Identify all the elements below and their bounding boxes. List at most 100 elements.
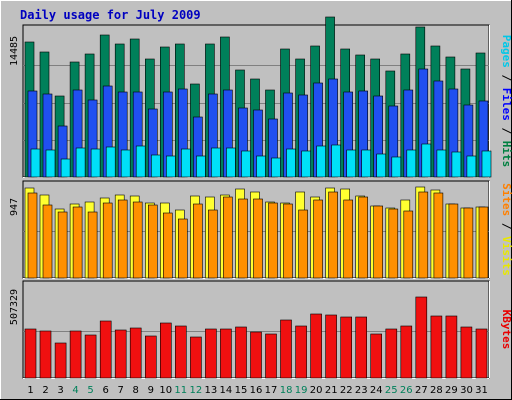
legend-part: Pages bbox=[500, 35, 512, 68]
bar-hits-pages-day-12 bbox=[196, 155, 206, 178]
bar-hits-pages-day-19 bbox=[301, 150, 311, 178]
bar-hits-pages-day-1 bbox=[30, 148, 41, 178]
bar-kbytes-kbytes-day-10 bbox=[160, 322, 172, 379]
bar-kbytes-kbytes-day-8 bbox=[129, 327, 142, 379]
bar-kbytes-kbytes-day-7 bbox=[114, 329, 127, 379]
bar-hits-pages-day-23 bbox=[361, 149, 372, 178]
x-tick-label-day-19: 19 bbox=[295, 385, 308, 396]
bar-visits-sites-day-23 bbox=[358, 196, 369, 279]
bar-kbytes-kbytes-day-31 bbox=[475, 328, 488, 379]
bar-visits-sites-day-4 bbox=[72, 206, 83, 279]
bar-visits-sites-day-7 bbox=[117, 199, 128, 279]
x-tick-label-day-9: 9 bbox=[148, 385, 154, 396]
bar-hits-pages-day-13 bbox=[211, 147, 221, 178]
legend-part: / bbox=[500, 68, 512, 88]
x-tick-label-day-3: 3 bbox=[57, 385, 63, 396]
bar-kbytes-kbytes-day-5 bbox=[84, 334, 97, 379]
bar-visits-sites-day-10 bbox=[163, 212, 173, 279]
panel-visits: 947 Sites / Visits bbox=[9, 180, 512, 279]
bar-visits-sites-day-31 bbox=[478, 206, 489, 279]
x-tick-label-day-6: 6 bbox=[103, 385, 109, 396]
bar-hits-pages-day-28 bbox=[436, 149, 447, 178]
bar-hits-pages-day-4 bbox=[75, 147, 86, 178]
bar-hits-pages-day-22 bbox=[346, 149, 357, 178]
bar-kbytes-kbytes-day-19 bbox=[295, 325, 307, 379]
legend-part: / bbox=[500, 121, 512, 141]
bar-hits-pages-day-11 bbox=[181, 148, 191, 178]
bar-hits-pages-day-14 bbox=[226, 147, 236, 178]
bar-hits-pages-day-27 bbox=[421, 143, 432, 178]
bar-hits-pages-day-18 bbox=[286, 148, 296, 178]
bar-hits-pages-day-31 bbox=[481, 150, 492, 178]
x-tick-label-day-25: 25 bbox=[385, 385, 398, 396]
x-axis-labels: 1 2 3 4 5 6 7 8 9 10 11 12 13 14 15 16 17 18 19 20 21 22 23 24 2… bbox=[27, 385, 488, 396]
bar-kbytes-kbytes-day-3 bbox=[54, 342, 67, 379]
x-tick-label-day-18: 18 bbox=[280, 385, 293, 396]
legend-hits: Pages / Files / Hits bbox=[500, 35, 512, 168]
legend-part: / bbox=[500, 216, 512, 236]
x-tick-label-day-15: 15 bbox=[235, 385, 248, 396]
bar-kbytes-kbytes-day-15 bbox=[235, 326, 247, 379]
legend-part: Hits bbox=[500, 141, 512, 168]
x-tick-label-day-26: 26 bbox=[400, 385, 413, 396]
bar-kbytes-kbytes-day-23 bbox=[355, 316, 368, 379]
bar-kbytes-kbytes-day-22 bbox=[340, 316, 353, 379]
bar-visits-sites-day-24 bbox=[373, 205, 384, 279]
max-label-kbytes: 507329 bbox=[9, 289, 20, 325]
bar-kbytes-kbytes-day-29 bbox=[445, 315, 458, 379]
bar-visits-sites-day-3 bbox=[57, 211, 68, 279]
bar-hits-pages-day-20 bbox=[316, 145, 326, 178]
x-tick-label-day-13: 13 bbox=[205, 385, 218, 396]
bar-kbytes-kbytes-day-26 bbox=[400, 325, 413, 379]
panel-hits: 14485 Pages / Files / Hits bbox=[9, 16, 512, 178]
bar-kbytes-kbytes-day-6 bbox=[99, 320, 112, 379]
x-tick-label-day-30: 30 bbox=[460, 385, 473, 396]
bar-hits-pages-day-3 bbox=[60, 158, 71, 178]
bar-visits-sites-day-28 bbox=[433, 192, 444, 279]
bar-kbytes-kbytes-day-16 bbox=[250, 331, 262, 379]
bar-hits-pages-day-6 bbox=[105, 146, 116, 178]
bar-visits-sites-day-18 bbox=[283, 203, 293, 279]
bar-hits-pages-day-26 bbox=[406, 149, 417, 178]
bar-hits-pages-day-7 bbox=[120, 149, 131, 178]
bar-kbytes-kbytes-day-1 bbox=[24, 328, 37, 379]
bar-visits-sites-day-14 bbox=[223, 196, 233, 279]
legend-visits: Sites / Visits bbox=[500, 183, 512, 276]
x-tick-label-day-1: 1 bbox=[27, 385, 33, 396]
bar-kbytes-kbytes-day-17 bbox=[265, 333, 277, 379]
bar-visits-sites-day-19 bbox=[298, 209, 308, 279]
legend-kbytes: KBytes bbox=[500, 310, 512, 350]
bar-visits-sites-day-29 bbox=[448, 203, 459, 279]
bar-kbytes-kbytes-day-27 bbox=[415, 296, 428, 379]
bar-visits-sites-day-1 bbox=[27, 192, 38, 279]
chart-title: Daily usage for July 2009 bbox=[20, 8, 201, 22]
legend-part: KBytes bbox=[500, 310, 512, 350]
bar-hits-pages-day-30 bbox=[466, 155, 477, 178]
x-tick-label-day-24: 24 bbox=[370, 385, 383, 396]
max-label-visits: 947 bbox=[9, 198, 20, 216]
bar-hits-pages-day-5 bbox=[90, 148, 101, 178]
x-tick-label-day-8: 8 bbox=[133, 385, 139, 396]
x-tick-label-day-2: 2 bbox=[42, 385, 48, 396]
bar-hits-pages-day-8 bbox=[135, 145, 146, 178]
bar-kbytes-kbytes-day-11 bbox=[175, 325, 187, 379]
x-tick-label-day-17: 17 bbox=[265, 385, 278, 396]
bar-kbytes-kbytes-day-9 bbox=[145, 335, 157, 379]
bar-hits-pages-day-9 bbox=[151, 154, 161, 178]
bar-hits-pages-day-17 bbox=[271, 157, 281, 178]
x-tick-label-day-16: 16 bbox=[250, 385, 263, 396]
bar-kbytes-kbytes-day-13 bbox=[205, 328, 217, 379]
bar-kbytes-kbytes-day-14 bbox=[220, 328, 232, 379]
x-tick-label-day-10: 10 bbox=[159, 385, 172, 396]
bar-hits-pages-day-25 bbox=[391, 156, 402, 178]
x-tick-label-day-5: 5 bbox=[87, 385, 93, 396]
x-tick-label-day-23: 23 bbox=[355, 385, 368, 396]
x-tick-label-day-27: 27 bbox=[415, 385, 428, 396]
bar-visits-sites-day-22 bbox=[343, 199, 354, 279]
bar-visits-sites-day-21 bbox=[328, 191, 338, 279]
bar-visits-sites-day-9 bbox=[148, 204, 158, 279]
bar-visits-sites-day-2 bbox=[42, 204, 53, 279]
bar-visits-sites-day-5 bbox=[87, 211, 98, 279]
x-tick-label-day-20: 20 bbox=[310, 385, 323, 396]
